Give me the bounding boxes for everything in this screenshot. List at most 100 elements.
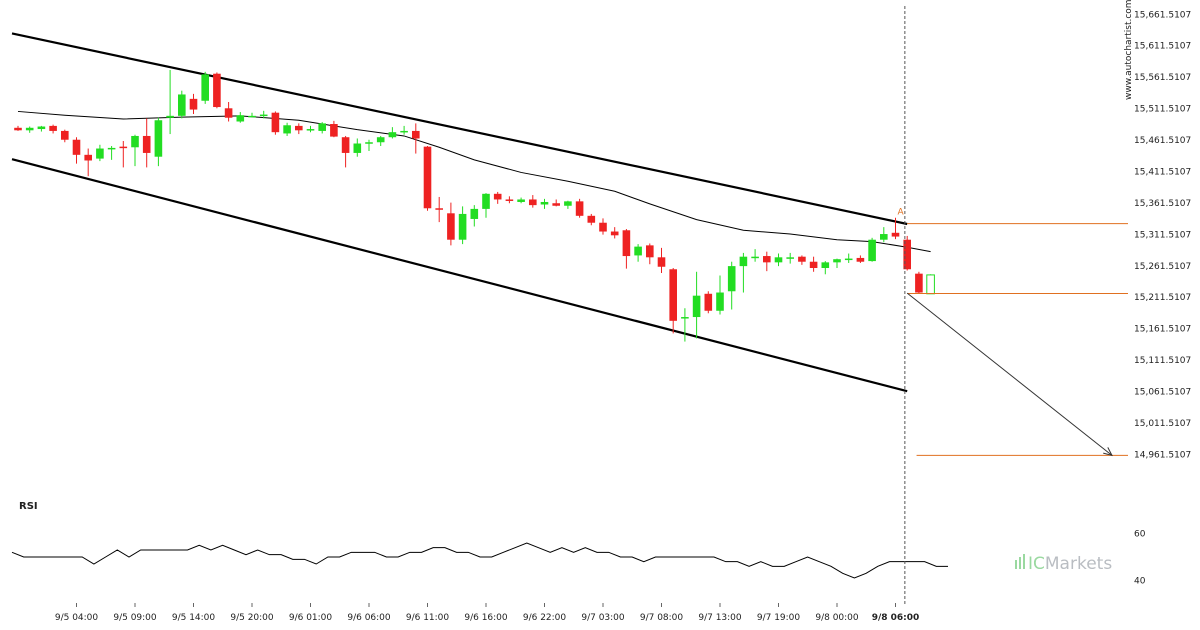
candle-body: [412, 130, 420, 139]
candle-body: [903, 239, 911, 270]
candle: [727, 261, 736, 310]
candle-body: [727, 266, 736, 292]
candle: [435, 196, 443, 223]
candle: [926, 274, 935, 295]
candle: [575, 198, 584, 218]
candle-body: [821, 262, 830, 269]
candle: [505, 196, 514, 204]
y-tick-label: 15,061.5107: [1134, 388, 1191, 398]
candle-body: [96, 148, 104, 159]
candle-body: [236, 115, 245, 122]
candle-body: [809, 261, 818, 269]
candle: [49, 124, 57, 134]
candle: [622, 229, 631, 269]
candle-body: [880, 234, 888, 240]
candle-body: [833, 259, 841, 263]
rsi-panel: RSI 60 40: [11, 501, 1146, 586]
candle-body: [72, 139, 81, 155]
rsi-tick-label: 60: [1134, 530, 1146, 540]
candle: [809, 256, 818, 272]
candle: [833, 258, 841, 269]
candle-body: [224, 108, 233, 118]
candle: [412, 123, 420, 154]
candle-body: [657, 257, 666, 267]
candle-body: [107, 147, 116, 150]
candle-body: [154, 120, 163, 157]
logo-bars-icon: [1015, 554, 1025, 569]
candle-body: [610, 231, 619, 236]
candle: [14, 125, 22, 131]
candle-body: [166, 115, 174, 118]
candle-body: [376, 137, 385, 143]
candle: [891, 217, 900, 240]
candle-body: [458, 213, 467, 240]
candle-body: [564, 201, 572, 206]
candle: [599, 218, 607, 235]
candle: [786, 252, 794, 264]
candle-body: [353, 143, 362, 153]
candle: [376, 135, 385, 147]
candle: [107, 146, 116, 160]
candle: [25, 126, 34, 133]
candle-body: [599, 222, 607, 232]
x-axis: 9/5 04:00 9/5 09:00 9/5 14:00 9/5 20:00 9/6 …: [55, 603, 919, 623]
candle: [84, 148, 92, 177]
candle: [353, 138, 362, 157]
x-tick-label: 9/6 06:00: [347, 613, 391, 623]
candle-body: [295, 125, 303, 131]
candle: [37, 125, 46, 132]
candle: [295, 123, 303, 135]
candle-body: [318, 123, 326, 131]
forecast-arrow-head: [1103, 447, 1113, 457]
rsi-tick-label: 40: [1134, 576, 1146, 586]
candle: [716, 275, 724, 315]
candle: [540, 198, 549, 209]
x-tick-label: 9/6 11:00: [406, 613, 450, 623]
candle: [236, 112, 245, 123]
candle: [751, 249, 759, 262]
candle: [178, 90, 186, 119]
rsi-line: [11, 542, 948, 579]
candle-body: [178, 94, 186, 116]
x-tick-label: 9/8 00:00: [815, 613, 859, 623]
candle-body: [493, 193, 502, 200]
candle: [306, 125, 315, 133]
candle-body: [131, 135, 139, 148]
brand-name: Markets: [1045, 554, 1112, 574]
autochartist-watermark: www.autochartist.com: [1124, 0, 1134, 100]
candle-body: [575, 201, 584, 216]
candle: [142, 118, 151, 168]
candle: [646, 243, 654, 265]
candle: [447, 202, 455, 246]
candle-body: [423, 146, 432, 209]
channel-upper-line: [11, 32, 908, 226]
candle: [72, 137, 81, 164]
candle: [798, 255, 806, 265]
y-tick-label: 15,411.5107: [1134, 167, 1191, 177]
candle-body: [447, 213, 455, 240]
candle: [131, 134, 139, 167]
x-tick-label: 9/6 16:00: [464, 613, 508, 623]
pattern-point-label: A: [898, 208, 905, 218]
candle: [330, 120, 338, 138]
x-tick-label: 9/6 01:00: [289, 613, 333, 623]
moving-average: [17, 110, 931, 253]
candle: [283, 122, 291, 136]
y-tick-label: 15,611.5107: [1134, 42, 1191, 52]
candle-body: [915, 273, 923, 293]
candle: [564, 200, 572, 209]
candle-body: [587, 215, 596, 223]
candle: [213, 72, 221, 109]
candle-body: [213, 73, 221, 108]
candlesticks: [14, 69, 935, 342]
y-tick-label: 15,011.5107: [1134, 419, 1191, 429]
candle-body: [868, 239, 876, 262]
candle: [470, 205, 479, 227]
candle: [482, 193, 490, 218]
candle: [423, 146, 432, 211]
candle: [224, 102, 233, 122]
candle: [201, 71, 209, 104]
candle-body: [540, 201, 549, 205]
y-tick-label: 15,511.5107: [1134, 105, 1191, 115]
